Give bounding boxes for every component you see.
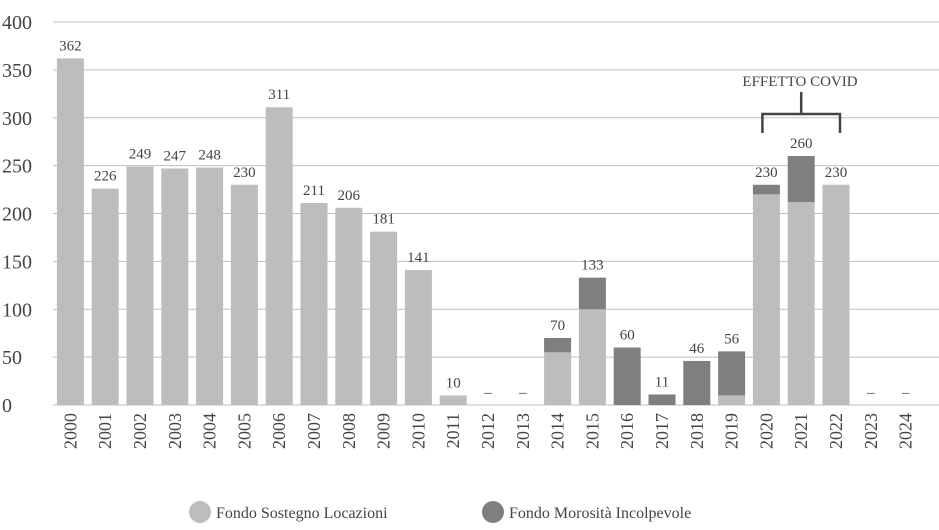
bar-segment [300, 202, 328, 405]
value-label: – [483, 385, 492, 401]
value-label: 230 [825, 165, 848, 181]
x-tick-label: 2007 [304, 413, 324, 449]
bar-segment [683, 360, 711, 405]
x-tick-label: 2004 [200, 413, 220, 449]
x-tick-label: 2024 [896, 413, 916, 449]
bar-segment [335, 207, 363, 405]
x-tick-label: 2017 [652, 413, 672, 449]
value-label: 311 [268, 87, 290, 103]
value-label: 230 [233, 165, 256, 181]
bar-segment [370, 231, 398, 405]
bar-segment [718, 351, 746, 396]
x-tick-label: 2002 [130, 413, 150, 449]
x-tick-label: 2001 [95, 413, 115, 449]
x-tick-label: 2018 [687, 413, 707, 449]
bar-segment [787, 156, 815, 203]
value-label: 141 [407, 250, 430, 266]
x-tick-label: 2016 [617, 413, 637, 449]
bar-segment [439, 395, 467, 405]
y-tick-label: 300 [2, 108, 32, 130]
value-label: 46 [689, 341, 705, 357]
bar-segment [752, 184, 780, 195]
value-label: 60 [620, 328, 635, 344]
x-tick-label: 2003 [165, 413, 185, 449]
x-tick-label: 2006 [269, 413, 289, 449]
x-tick-label: 2014 [548, 413, 568, 449]
y-tick-label: 200 [2, 204, 32, 226]
bar-segment [265, 107, 293, 405]
legend-label: Fondo Sostegno Locazioni [216, 505, 388, 522]
bar-segment [613, 347, 641, 405]
bar-segment [822, 184, 850, 405]
bar-segment [578, 309, 606, 405]
value-label: 226 [94, 169, 117, 185]
x-tick-label: 2015 [582, 413, 602, 449]
value-label: 230 [755, 165, 778, 181]
x-tick-label: 2005 [234, 413, 254, 449]
bar-segment [544, 352, 572, 405]
bar-segment [648, 394, 676, 405]
bar-segment [196, 167, 224, 405]
value-label: 56 [724, 331, 740, 347]
bar-segment [126, 166, 154, 405]
x-tick-label: 2009 [374, 413, 394, 449]
value-label: 362 [59, 38, 82, 54]
bar-segment [56, 58, 84, 405]
value-label: 70 [550, 318, 565, 334]
value-label: – [866, 385, 875, 401]
bar-segment [718, 395, 746, 405]
y-tick-label: 350 [2, 60, 32, 82]
bar-segment [91, 188, 119, 405]
value-label: – [518, 385, 527, 401]
annotation: EFFETTO COVID [742, 74, 857, 90]
x-tick-label: 2008 [339, 413, 359, 449]
value-label: 249 [129, 147, 152, 163]
x-tick-label: 2019 [722, 413, 742, 449]
y-tick-label: 100 [2, 299, 32, 321]
value-label: 211 [303, 183, 325, 199]
y-tick-label: 400 [2, 12, 32, 34]
y-tick-label: 50 [2, 347, 22, 369]
x-tick-label: 2023 [861, 413, 881, 449]
x-tick-label: 2013 [513, 413, 533, 449]
x-tick-label: 2022 [826, 413, 846, 449]
value-label: 133 [581, 258, 604, 274]
legend-swatch [189, 501, 211, 523]
legend-label: Fondo Morosità Incolpevole [509, 505, 691, 522]
y-tick-label: 0 [2, 395, 12, 417]
bar-segment [752, 194, 780, 405]
bar-segment [230, 184, 258, 405]
legend-swatch [482, 501, 504, 523]
x-tick-label: 2012 [478, 413, 498, 449]
x-tick-label: 2000 [60, 413, 80, 449]
y-tick-label: 250 [2, 156, 32, 178]
value-label: 181 [372, 212, 395, 228]
bar-segment [787, 202, 815, 405]
value-label: 248 [198, 148, 221, 164]
bracket [761, 92, 842, 133]
value-label: 11 [655, 374, 669, 390]
value-label: 10 [446, 375, 461, 391]
x-tick-label: 2010 [408, 413, 428, 449]
x-tick-label: 2021 [791, 413, 811, 449]
x-tick-label: 2020 [756, 413, 776, 449]
y-tick-label: 150 [2, 251, 32, 273]
x-tick-label: 2011 [443, 413, 463, 448]
bar-segment [578, 277, 606, 310]
bar-segment [161, 168, 189, 405]
bar-segment [544, 337, 572, 353]
value-label: – [901, 385, 910, 401]
bar-segment [404, 269, 432, 405]
value-label: 206 [338, 188, 361, 204]
value-label: 260 [790, 136, 813, 152]
value-label: 247 [164, 148, 187, 164]
